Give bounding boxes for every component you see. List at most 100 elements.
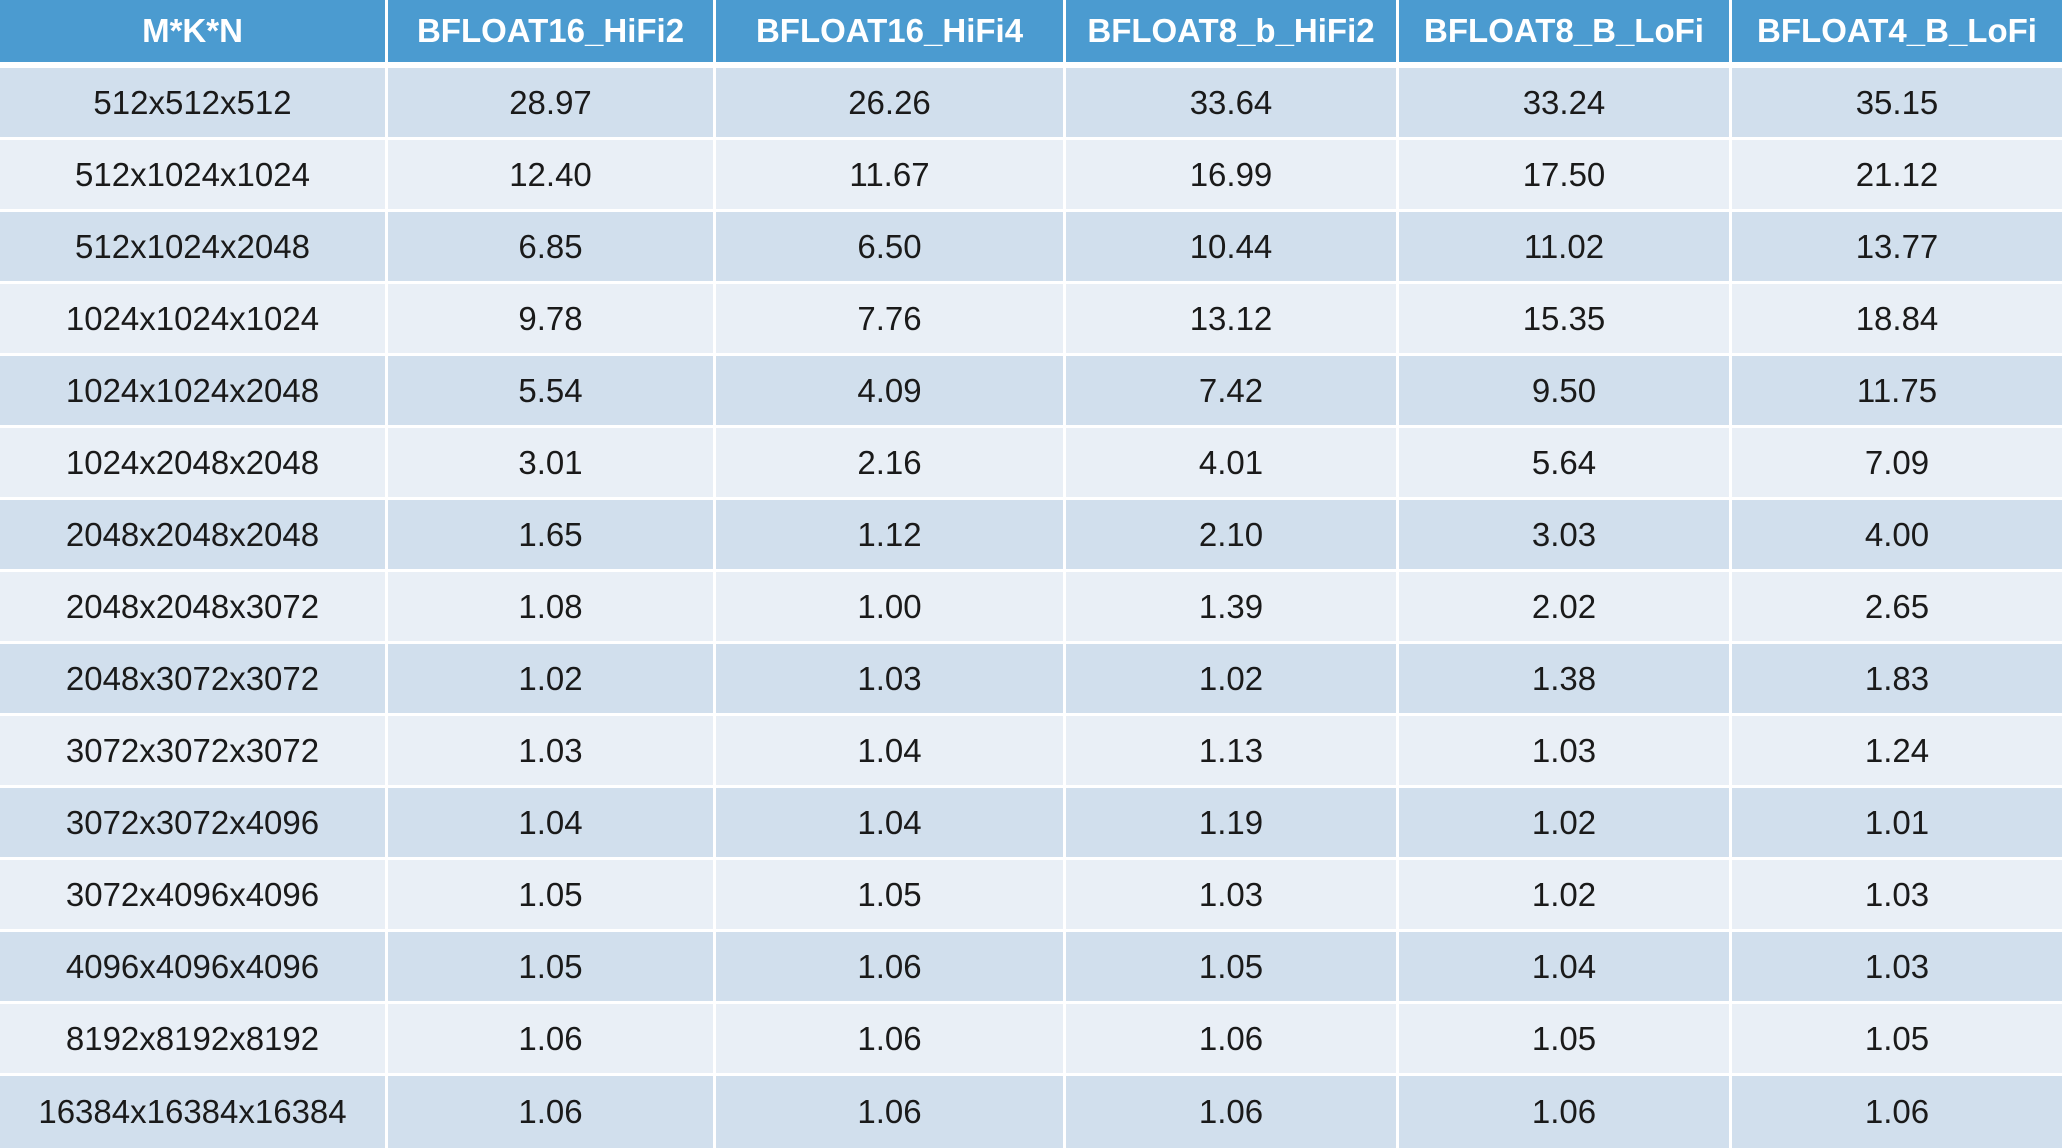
cell-bfloat16-hifi2: 1.03: [388, 716, 716, 788]
cell-bfloat8-b-hifi2: 7.42: [1066, 356, 1399, 428]
cell-bfloat16-hifi4: 1.12: [716, 500, 1066, 572]
cell-bfloat8-b-lofi: 1.38: [1399, 644, 1732, 716]
cell-bfloat16-hifi2: 1.02: [388, 644, 716, 716]
cell-bfloat4-b-lofi: 1.83: [1732, 644, 2062, 716]
cell-bfloat16-hifi4: 11.67: [716, 140, 1066, 212]
cell-bfloat8-b-lofi: 1.03: [1399, 716, 1732, 788]
cell-bfloat8-b-lofi: 3.03: [1399, 500, 1732, 572]
cell-bfloat4-b-lofi: 1.03: [1732, 860, 2062, 932]
cell-mkn: 1024x1024x2048: [0, 356, 388, 428]
cell-bfloat16-hifi4: 1.04: [716, 788, 1066, 860]
table-row: 4096x4096x4096 1.05 1.06 1.05 1.04 1.03: [0, 932, 2062, 1004]
cell-bfloat16-hifi2: 1.04: [388, 788, 716, 860]
cell-mkn: 2048x2048x2048: [0, 500, 388, 572]
cell-bfloat4-b-lofi: 1.05: [1732, 1004, 2062, 1076]
cell-mkn: 2048x2048x3072: [0, 572, 388, 644]
cell-bfloat4-b-lofi: 21.12: [1732, 140, 2062, 212]
cell-bfloat16-hifi2: 3.01: [388, 428, 716, 500]
column-header-bfloat4-b-lofi: BFLOAT4_B_LoFi: [1732, 0, 2062, 68]
cell-bfloat8-b-hifi2: 1.06: [1066, 1004, 1399, 1076]
table-row: 2048x3072x3072 1.02 1.03 1.02 1.38 1.83: [0, 644, 2062, 716]
cell-mkn: 2048x3072x3072: [0, 644, 388, 716]
table-row: 512x512x512 28.97 26.26 33.64 33.24 35.15: [0, 68, 2062, 140]
table-row: 1024x1024x1024 9.78 7.76 13.12 15.35 18.84: [0, 284, 2062, 356]
header-row: M*K*N BFLOAT16_HiFi2 BFLOAT16_HiFi4 BFLO…: [0, 0, 2062, 68]
cell-bfloat8-b-lofi: 15.35: [1399, 284, 1732, 356]
cell-bfloat16-hifi2: 1.08: [388, 572, 716, 644]
cell-bfloat8-b-hifi2: 1.06: [1066, 1076, 1399, 1148]
cell-bfloat16-hifi4: 4.09: [716, 356, 1066, 428]
cell-bfloat8-b-hifi2: 33.64: [1066, 68, 1399, 140]
table-row: 8192x8192x8192 1.06 1.06 1.06 1.05 1.05: [0, 1004, 2062, 1076]
cell-bfloat16-hifi2: 1.06: [388, 1076, 716, 1148]
table-row: 512x1024x1024 12.40 11.67 16.99 17.50 21.12: [0, 140, 2062, 212]
cell-bfloat16-hifi2: 6.85: [388, 212, 716, 284]
column-header-bfloat8-b-lofi: BFLOAT8_B_LoFi: [1399, 0, 1732, 68]
cell-bfloat8-b-lofi: 11.02: [1399, 212, 1732, 284]
cell-bfloat4-b-lofi: 1.01: [1732, 788, 2062, 860]
cell-bfloat16-hifi4: 2.16: [716, 428, 1066, 500]
cell-bfloat8-b-hifi2: 1.19: [1066, 788, 1399, 860]
cell-bfloat4-b-lofi: 18.84: [1732, 284, 2062, 356]
cell-mkn: 1024x2048x2048: [0, 428, 388, 500]
cell-bfloat4-b-lofi: 13.77: [1732, 212, 2062, 284]
cell-bfloat8-b-lofi: 1.02: [1399, 788, 1732, 860]
cell-mkn: 1024x1024x1024: [0, 284, 388, 356]
cell-bfloat4-b-lofi: 7.09: [1732, 428, 2062, 500]
cell-bfloat16-hifi2: 1.06: [388, 1004, 716, 1076]
cell-bfloat4-b-lofi: 35.15: [1732, 68, 2062, 140]
cell-bfloat16-hifi4: 6.50: [716, 212, 1066, 284]
cell-bfloat4-b-lofi: 4.00: [1732, 500, 2062, 572]
cell-mkn: 4096x4096x4096: [0, 932, 388, 1004]
cell-mkn: 512x1024x1024: [0, 140, 388, 212]
cell-bfloat16-hifi2: 12.40: [388, 140, 716, 212]
cell-bfloat16-hifi4: 1.06: [716, 1004, 1066, 1076]
cell-mkn: 16384x16384x16384: [0, 1076, 388, 1148]
cell-bfloat8-b-lofi: 5.64: [1399, 428, 1732, 500]
cell-bfloat8-b-lofi: 33.24: [1399, 68, 1732, 140]
column-header-bfloat8-b-hifi2: BFLOAT8_b_HiFi2: [1066, 0, 1399, 68]
cell-bfloat8-b-lofi: 2.02: [1399, 572, 1732, 644]
cell-bfloat8-b-hifi2: 1.02: [1066, 644, 1399, 716]
table-row: 1024x2048x2048 3.01 2.16 4.01 5.64 7.09: [0, 428, 2062, 500]
cell-bfloat16-hifi2: 5.54: [388, 356, 716, 428]
column-header-bfloat16-hifi4: BFLOAT16_HiFi4: [716, 0, 1066, 68]
cell-mkn: 3072x4096x4096: [0, 860, 388, 932]
cell-bfloat16-hifi4: 1.03: [716, 644, 1066, 716]
table-row: 3072x4096x4096 1.05 1.05 1.03 1.02 1.03: [0, 860, 2062, 932]
cell-bfloat4-b-lofi: 1.03: [1732, 932, 2062, 1004]
cell-bfloat8-b-hifi2: 1.13: [1066, 716, 1399, 788]
cell-bfloat8-b-hifi2: 16.99: [1066, 140, 1399, 212]
cell-mkn: 512x1024x2048: [0, 212, 388, 284]
table-row: 2048x2048x2048 1.65 1.12 2.10 3.03 4.00: [0, 500, 2062, 572]
table-body: 512x512x512 28.97 26.26 33.64 33.24 35.15 512x…: [0, 68, 2062, 1148]
cell-bfloat8-b-hifi2: 2.10: [1066, 500, 1399, 572]
table-row: 2048x2048x3072 1.08 1.00 1.39 2.02 2.65: [0, 572, 2062, 644]
cell-bfloat4-b-lofi: 2.65: [1732, 572, 2062, 644]
table-row: 3072x3072x4096 1.04 1.04 1.19 1.02 1.01: [0, 788, 2062, 860]
cell-bfloat8-b-hifi2: 1.03: [1066, 860, 1399, 932]
cell-bfloat8-b-lofi: 9.50: [1399, 356, 1732, 428]
cell-mkn: 512x512x512: [0, 68, 388, 140]
cell-bfloat8-b-hifi2: 4.01: [1066, 428, 1399, 500]
cell-bfloat8-b-hifi2: 13.12: [1066, 284, 1399, 356]
cell-bfloat8-b-hifi2: 1.05: [1066, 932, 1399, 1004]
cell-bfloat16-hifi4: 1.06: [716, 932, 1066, 1004]
cell-bfloat8-b-lofi: 17.50: [1399, 140, 1732, 212]
cell-bfloat8-b-lofi: 1.05: [1399, 1004, 1732, 1076]
column-header-bfloat16-hifi2: BFLOAT16_HiFi2: [388, 0, 716, 68]
cell-bfloat4-b-lofi: 1.06: [1732, 1076, 2062, 1148]
table-row: 512x1024x2048 6.85 6.50 10.44 11.02 13.77: [0, 212, 2062, 284]
cell-mkn: 3072x3072x4096: [0, 788, 388, 860]
cell-bfloat4-b-lofi: 1.24: [1732, 716, 2062, 788]
table-header: M*K*N BFLOAT16_HiFi2 BFLOAT16_HiFi4 BFLO…: [0, 0, 2062, 68]
cell-bfloat16-hifi4: 1.05: [716, 860, 1066, 932]
cell-bfloat8-b-hifi2: 1.39: [1066, 572, 1399, 644]
cell-bfloat16-hifi4: 1.00: [716, 572, 1066, 644]
cell-bfloat16-hifi2: 9.78: [388, 284, 716, 356]
table-row: 1024x1024x2048 5.54 4.09 7.42 9.50 11.75: [0, 356, 2062, 428]
cell-mkn: 3072x3072x3072: [0, 716, 388, 788]
table-row: 16384x16384x16384 1.06 1.06 1.06 1.06 1.06: [0, 1076, 2062, 1148]
cell-bfloat16-hifi4: 7.76: [716, 284, 1066, 356]
